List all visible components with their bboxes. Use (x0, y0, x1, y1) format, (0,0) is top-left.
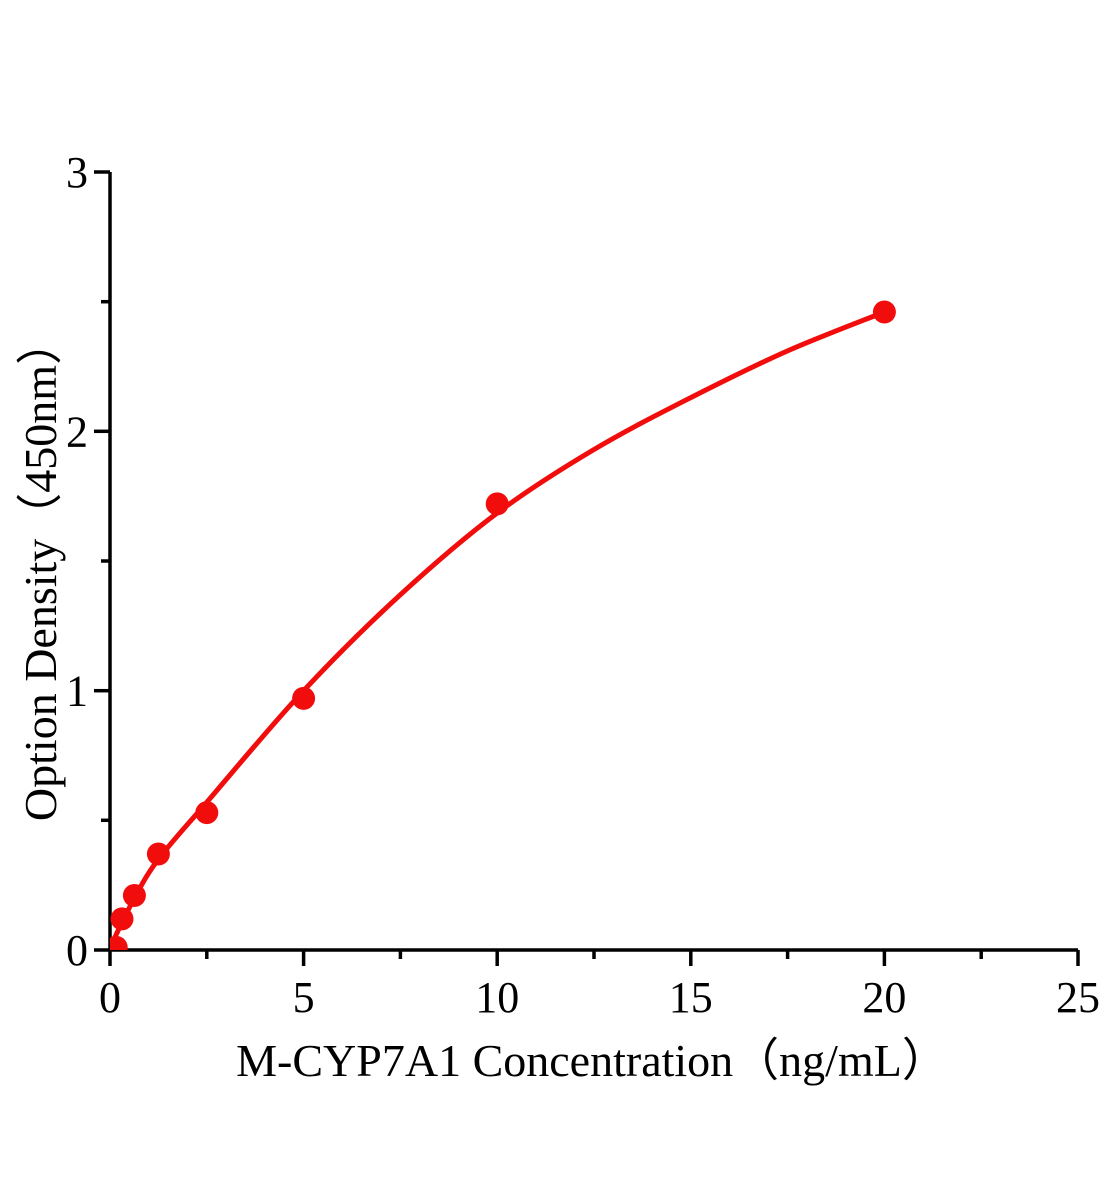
axes (108, 172, 1078, 952)
x-tick-label: 15 (669, 973, 713, 1022)
y-tick-label: 2 (66, 407, 88, 456)
x-axis-title: M-CYP7A1 Concentration（ng/mL） (236, 1035, 948, 1086)
fit-curve (110, 309, 887, 950)
tick-labels: 0 5 10 15 20 25 0 1 2 3 (66, 148, 1100, 1022)
x-tick-label: 20 (862, 973, 906, 1022)
y-tick-label: 3 (66, 148, 88, 197)
data-point (872, 300, 896, 324)
data-point (292, 686, 316, 710)
axis-spine (108, 172, 1078, 952)
data-point (195, 801, 219, 825)
x-tick-label: 0 (99, 973, 121, 1022)
x-tick-label: 25 (1056, 973, 1100, 1022)
data-point (110, 935, 128, 950)
data-point (110, 907, 134, 931)
plot-area (110, 300, 896, 950)
y-tick-label: 1 (66, 667, 88, 716)
tick-marks (94, 170, 1080, 966)
y-axis-title: Option Density（450nm） (15, 319, 66, 821)
y-tick-label: 0 (66, 926, 88, 975)
data-point (122, 884, 146, 907)
x-tick-label: 5 (293, 973, 315, 1022)
data-point (146, 842, 170, 866)
data-point (485, 492, 509, 516)
x-tick-label: 10 (475, 973, 519, 1022)
